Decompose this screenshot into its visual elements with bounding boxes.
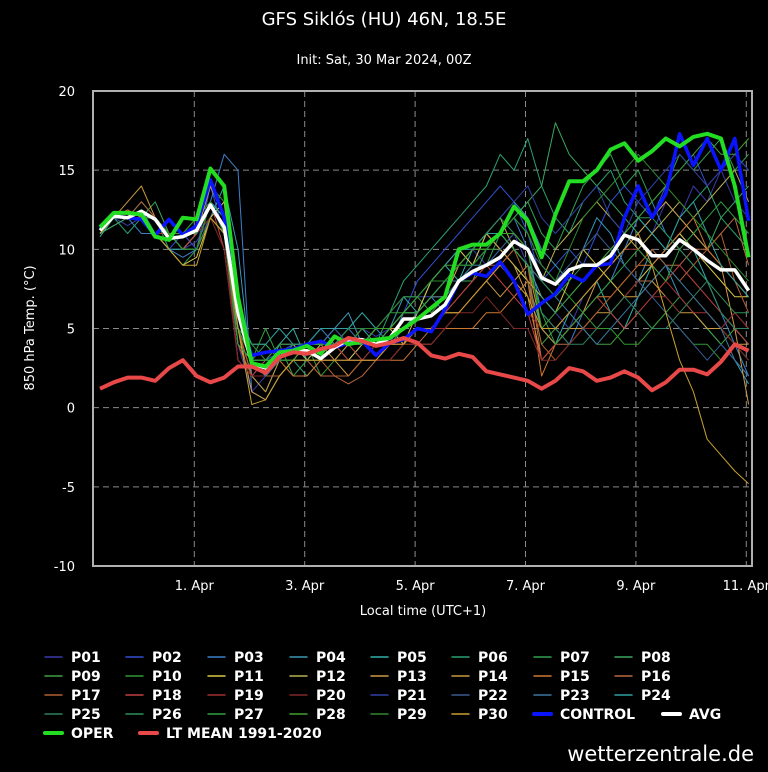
x-tick-label: 7. Apr (506, 579, 546, 594)
x-axis-label: Local time (UTC+1) (360, 604, 486, 619)
legend-item: P01 (44, 650, 101, 666)
legend-item: P16 (614, 669, 671, 685)
legend-item: P02 (125, 650, 182, 666)
y-tick-label: 0 (67, 402, 75, 417)
series-lines (98, 122, 751, 485)
legend-item: P05 (370, 650, 427, 666)
legend-item: P07 (533, 650, 590, 666)
legend-label: P09 (71, 669, 101, 685)
legend-label: P24 (641, 688, 671, 704)
y-axis-label: 850 hPa Temp. (°C) (23, 265, 38, 390)
legend-label: P26 (152, 707, 182, 723)
chart-subtitle: Init: Sat, 30 Mar 2024, 00Z (296, 53, 471, 68)
legend-label: P08 (641, 650, 671, 666)
legend-label: P01 (71, 650, 101, 666)
legend-label: P29 (397, 707, 427, 723)
legend-label: P12 (316, 669, 346, 685)
legend-item: P09 (44, 669, 101, 685)
legend-label: P02 (152, 650, 182, 666)
legend-item: P13 (370, 669, 427, 685)
legend-item: P06 (451, 650, 508, 666)
x-tick-label: 9. Apr (616, 579, 656, 594)
legend-label: P17 (71, 688, 101, 704)
legend-label: CONTROL (560, 707, 635, 723)
legend-item: P21 (370, 688, 427, 704)
legend-item: P22 (451, 688, 508, 704)
series-line-control (98, 132, 751, 358)
legend-label: P20 (316, 688, 346, 704)
x-ticks: 1. Apr 3. Apr 5. Apr 7. Apr 9. Apr 11. Apr (175, 579, 768, 594)
legend-item: P04 (289, 650, 346, 666)
legend-item: AVG (661, 707, 721, 723)
y-tick-label: 10 (58, 243, 75, 258)
grid (93, 91, 752, 566)
legend-item: P28 (289, 707, 346, 723)
legend: P01 P02 P03 P04 P05 P06 P07 P08 P09 P10 P11 P12 P13 P… (43, 650, 721, 742)
legend-label: P04 (316, 650, 346, 666)
legend-item: P15 (533, 669, 590, 685)
legend-item: P19 (207, 688, 264, 704)
legend-label: P28 (316, 707, 346, 723)
legend-label: P22 (478, 688, 508, 704)
legend-item: OPER (43, 726, 114, 742)
x-tick-label: 3. Apr (285, 579, 325, 594)
legend-item: P20 (289, 688, 346, 704)
y-ticks: 20 15 10 5 0 -5 -10 (54, 85, 75, 575)
legend-label: P10 (152, 669, 182, 685)
legend-item: P12 (289, 669, 346, 685)
legend-item: P24 (614, 688, 671, 704)
series-line-oper (98, 131, 751, 369)
watermark: wetterzentrale.de (567, 742, 754, 766)
legend-label: P14 (478, 669, 508, 685)
legend-item: P03 (207, 650, 264, 666)
legend-item: P25 (44, 707, 101, 723)
legend-label: P27 (234, 707, 264, 723)
chart-title: GFS Siklós (HU) 46N, 18.5E (262, 9, 507, 30)
legend-label: P06 (478, 650, 508, 666)
legend-label: LT MEAN 1991-2020 (166, 726, 322, 742)
legend-label: P07 (560, 650, 590, 666)
legend-label: P03 (234, 650, 264, 666)
legend-item: P11 (207, 669, 264, 685)
legend-label: P05 (397, 650, 427, 666)
series-line-p02 (99, 153, 749, 377)
legend-item: P18 (125, 688, 182, 704)
legend-label: OPER (71, 726, 114, 742)
legend-item: LT MEAN 1991-2020 (138, 726, 322, 742)
legend-item: P23 (533, 688, 590, 704)
y-tick-label: 20 (58, 85, 75, 100)
legend-label: P21 (397, 688, 427, 704)
series-line-avg (98, 203, 751, 370)
legend-item: P27 (207, 707, 264, 723)
legend-label: P15 (560, 669, 590, 685)
plot-frame (92, 90, 753, 567)
legend-label: P11 (234, 669, 264, 685)
series-line-lt-mean-1991-2020 (99, 336, 750, 393)
legend-item: P30 (451, 707, 508, 723)
x-tick-label: 5. Apr (396, 579, 436, 594)
y-tick-label: -5 (62, 481, 75, 496)
legend-label: P19 (234, 688, 264, 704)
legend-label: P23 (560, 688, 590, 704)
legend-item: P26 (125, 707, 182, 723)
legend-label: P13 (397, 669, 427, 685)
legend-item: CONTROL (532, 707, 635, 723)
legend-item: P14 (451, 669, 508, 685)
legend-item: P29 (370, 707, 427, 723)
legend-label: P18 (152, 688, 182, 704)
y-tick-label: 15 (58, 164, 75, 179)
legend-item: P08 (614, 650, 671, 666)
y-tick-label: -10 (54, 560, 75, 575)
legend-item: P17 (44, 688, 101, 704)
legend-label: P16 (641, 669, 671, 685)
legend-label: P25 (71, 707, 101, 723)
y-tick-label: 5 (67, 323, 75, 338)
x-tick-label: 11. Apr (723, 579, 768, 594)
legend-label: AVG (689, 707, 721, 723)
legend-label: P30 (478, 707, 508, 723)
x-tick-label: 1. Apr (175, 579, 215, 594)
legend-item: P10 (125, 669, 182, 685)
